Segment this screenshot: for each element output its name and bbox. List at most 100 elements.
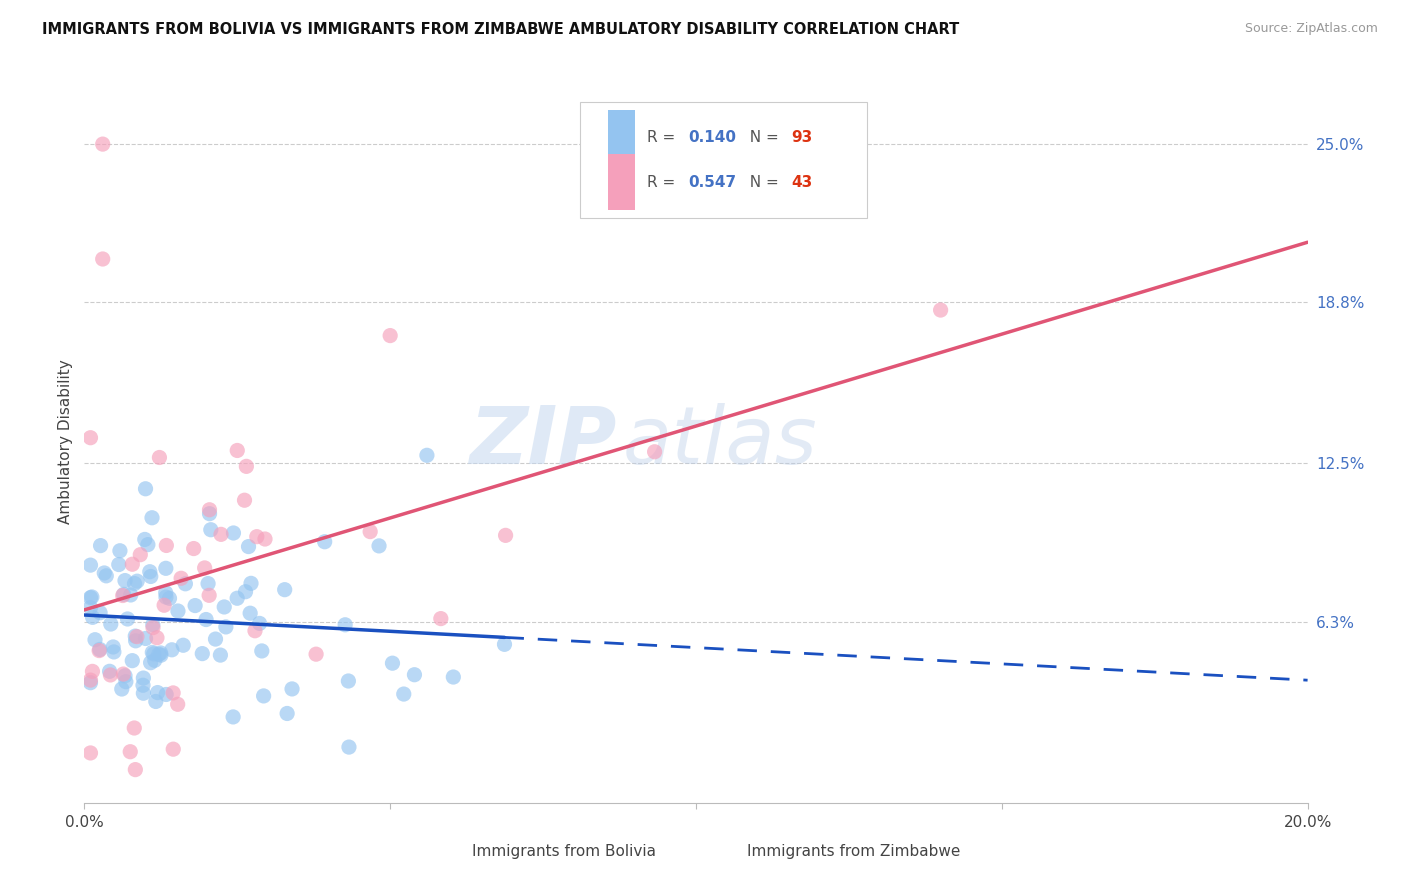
Point — [125, 630, 148, 644]
FancyBboxPatch shape — [709, 843, 735, 862]
Point — [143, 653, 166, 667]
Point — [250, 644, 273, 658]
Point — [82, 610, 104, 624]
Point — [172, 638, 194, 652]
Point — [79, 746, 101, 760]
Point — [305, 647, 328, 661]
Point — [155, 590, 177, 604]
Point — [368, 539, 391, 553]
Y-axis label: Ambulatory Disability: Ambulatory Disability — [58, 359, 73, 524]
Point — [82, 665, 104, 679]
Point — [209, 648, 232, 662]
Point — [124, 576, 146, 591]
Point — [243, 624, 266, 638]
Text: 0.140: 0.140 — [689, 130, 737, 145]
FancyBboxPatch shape — [579, 102, 868, 218]
Point — [142, 647, 165, 661]
Point — [252, 689, 274, 703]
Point — [103, 645, 125, 659]
Point — [249, 616, 271, 631]
Point — [108, 543, 131, 558]
Point — [212, 599, 235, 614]
Point — [79, 431, 101, 445]
Point — [166, 698, 188, 712]
Point — [79, 558, 101, 573]
Point — [84, 632, 107, 647]
Point — [222, 526, 245, 541]
Text: Immigrants from Zimbabwe: Immigrants from Zimbabwe — [748, 845, 960, 859]
Point — [146, 685, 169, 699]
Point — [167, 604, 190, 618]
Point — [416, 448, 439, 462]
Point — [101, 640, 124, 654]
Text: Immigrants from Bolivia: Immigrants from Bolivia — [472, 845, 657, 859]
Point — [273, 582, 295, 597]
Point — [132, 678, 155, 692]
Point — [226, 443, 249, 458]
Point — [494, 637, 516, 651]
Point — [162, 686, 184, 700]
Point — [89, 642, 111, 657]
Point — [174, 576, 197, 591]
Point — [215, 620, 238, 634]
Point — [200, 523, 222, 537]
Point — [115, 674, 138, 689]
Point — [392, 687, 415, 701]
Point — [929, 303, 952, 318]
Point — [132, 686, 155, 700]
Text: R =: R = — [647, 175, 681, 189]
Text: 43: 43 — [792, 175, 813, 189]
Point — [132, 671, 155, 685]
Point — [333, 617, 356, 632]
Point — [141, 510, 163, 524]
Point — [204, 632, 226, 646]
Point — [80, 590, 103, 604]
Point — [100, 617, 122, 632]
Point — [183, 541, 205, 556]
Point — [111, 681, 134, 696]
Text: N =: N = — [740, 175, 783, 189]
Text: Source: ZipAtlas.com: Source: ZipAtlas.com — [1244, 22, 1378, 36]
Text: atlas: atlas — [623, 402, 817, 481]
FancyBboxPatch shape — [607, 154, 636, 210]
Point — [112, 587, 135, 601]
Point — [135, 632, 157, 646]
Point — [117, 612, 139, 626]
Point — [96, 569, 118, 583]
Point — [184, 599, 207, 613]
Point — [235, 584, 257, 599]
Point — [198, 507, 221, 521]
Point — [89, 606, 111, 620]
Text: 93: 93 — [792, 130, 813, 145]
Point — [139, 656, 162, 670]
Point — [337, 673, 360, 688]
Point — [127, 574, 149, 589]
FancyBboxPatch shape — [433, 843, 460, 862]
Point — [135, 482, 157, 496]
Point — [337, 740, 360, 755]
Point — [160, 642, 183, 657]
Point — [129, 548, 152, 562]
Point — [79, 673, 101, 687]
Point — [122, 721, 145, 735]
Point — [238, 540, 260, 554]
Point — [281, 681, 304, 696]
Point — [153, 599, 176, 613]
Point — [170, 571, 193, 585]
Point — [381, 656, 404, 670]
Point — [222, 710, 245, 724]
Point — [239, 606, 262, 620]
Point — [194, 561, 217, 575]
Point — [209, 527, 232, 541]
Point — [142, 617, 165, 632]
Point — [155, 688, 177, 702]
Point — [149, 648, 172, 663]
Point — [112, 667, 135, 681]
Point — [124, 629, 146, 643]
Point — [93, 566, 115, 580]
Point — [240, 576, 263, 591]
Point — [191, 647, 214, 661]
Point — [121, 654, 143, 668]
Point — [276, 706, 298, 721]
Point — [139, 565, 162, 579]
